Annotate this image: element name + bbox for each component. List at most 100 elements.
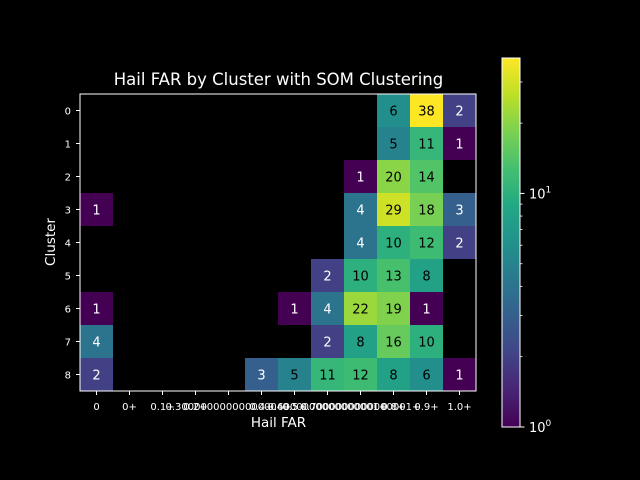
heatmap-cell	[344, 358, 377, 391]
x-tick-label: 0.4+	[249, 402, 273, 413]
cell-value-label: 6	[422, 369, 430, 384]
heatmap-cell	[410, 226, 443, 259]
cell-value-label: 12	[418, 237, 435, 252]
x-tick-label: 0.30000000000000004+	[165, 402, 291, 413]
heatmap-cell	[410, 160, 443, 193]
cell-value-label: 2	[455, 237, 463, 252]
cell-value-label: 6	[389, 105, 397, 120]
y-tick-label: 8	[65, 371, 71, 382]
chart-title: Hail FAR by Cluster with SOM Clustering	[114, 70, 443, 89]
heatmap-cell	[443, 226, 476, 259]
x-tick-label: 0.6000000000000001+	[268, 402, 388, 413]
y-tick-label: 0	[65, 107, 71, 118]
x-tick-label: 0.2+	[183, 402, 207, 413]
heatmap-cell	[377, 94, 410, 127]
heatmap-cell	[443, 358, 476, 391]
cell-value-label: 1	[290, 303, 298, 318]
heatmap-cell	[443, 193, 476, 226]
x-tick-label: 1.0+	[447, 402, 471, 413]
cell-value-label: 8	[356, 336, 364, 351]
cell-value-label: 10	[352, 270, 369, 285]
heatmap-cell	[410, 94, 443, 127]
x-tick-label: 0+	[122, 402, 137, 413]
colorbar: 100 101	[501, 57, 552, 436]
cell-value-label: 1	[455, 138, 463, 153]
cell-value-label: 1	[92, 204, 100, 219]
colorbar-frame	[501, 57, 521, 428]
cell-value-label: 4	[92, 336, 100, 351]
y-tick-label: 3	[65, 206, 71, 217]
x-tick-label: 0.7000000000000001+	[301, 402, 421, 413]
cell-value-label: 4	[356, 204, 364, 219]
cell-value-label: 1	[92, 303, 100, 318]
cell-value-label: 2	[455, 105, 463, 120]
cell-value-label: 20	[385, 171, 402, 186]
y-tick-label: 4	[65, 239, 71, 250]
y-tick-label: 6	[65, 305, 71, 316]
colorbar-gradient	[502, 58, 520, 427]
x-tick-label: 0.8+	[381, 402, 405, 413]
heatmap-cell	[377, 160, 410, 193]
x-axis: 0 0+ 0.1+ 0.2+0.30000000000000004+0.4+ 0.5+0…	[93, 391, 472, 413]
y-tick-label: 2	[65, 173, 71, 184]
x-tick-label: 0	[93, 402, 99, 413]
cell-value-label: 4	[323, 303, 331, 318]
cell-value-label: 3	[455, 204, 463, 219]
heatmap-cell	[278, 358, 311, 391]
y-tick-label: 5	[65, 272, 71, 283]
cell-value-label: 2	[323, 336, 331, 351]
y-tick-label: 7	[65, 338, 71, 349]
heatmap-cell	[80, 193, 113, 226]
heatmap-cell	[410, 325, 443, 358]
heatmap-cell	[80, 292, 113, 325]
cell-value-label: 18	[418, 204, 435, 219]
cell-value-label: 2	[92, 369, 100, 384]
colorbar-tick-label: 100	[529, 419, 552, 436]
heatmap-cell	[311, 358, 344, 391]
cell-value-label: 1	[455, 369, 463, 384]
plot-area: 6 38 25 11 11 20 141 4 29 18 34 10 12 22 10 13 81 1 4 22 19 1…	[79, 93, 477, 392]
cell-value-label: 3	[257, 369, 265, 384]
cell-value-label: 29	[385, 204, 402, 219]
y-tick-label: 1	[65, 140, 71, 151]
heatmap-cell	[410, 127, 443, 160]
heatmap-cell	[377, 292, 410, 325]
y-axis-label: Cluster	[43, 218, 59, 266]
cell-value-label: 11	[418, 138, 435, 153]
heatmap-cell	[377, 325, 410, 358]
cell-value-label: 1	[422, 303, 430, 318]
x-tick-label: 0.1+	[150, 402, 174, 413]
heatmap-cell	[311, 325, 344, 358]
colorbar-tick-label: 101	[529, 185, 551, 202]
heatmap-cell	[344, 160, 377, 193]
cell-value-label: 12	[352, 369, 369, 384]
cell-value-label: 38	[418, 105, 435, 120]
heatmap-cell	[410, 292, 443, 325]
heatmap-cell	[377, 226, 410, 259]
heatmap-cell	[344, 325, 377, 358]
cell-value-label: 8	[389, 369, 397, 384]
heatmap-cell	[245, 358, 278, 391]
heatmap-cell	[410, 193, 443, 226]
heatmap-cell	[278, 292, 311, 325]
cell-value-label: 8	[422, 270, 430, 285]
heatmap-cell	[377, 259, 410, 292]
heatmap-cell	[443, 94, 476, 127]
cell-value-label: 22	[352, 303, 369, 318]
heatmap-cell	[344, 259, 377, 292]
heatmap-cell	[344, 193, 377, 226]
cell-value-label: 5	[389, 138, 397, 153]
x-tick-label: 0.5+	[282, 402, 306, 413]
cell-value-label: 2	[323, 270, 331, 285]
cell-value-label: 19	[385, 303, 402, 318]
cell-value-label: 10	[418, 336, 435, 351]
heatmap-cell	[80, 358, 113, 391]
heatmap-cell	[344, 226, 377, 259]
cell-value-label: 10	[385, 237, 402, 252]
heatmap-cell	[344, 292, 377, 325]
cell-value-label: 1	[356, 171, 364, 186]
y-axis: 0 1 2 3 4 5 6 7 8	[65, 107, 80, 382]
heatmap-cell	[377, 193, 410, 226]
heatmap-cell	[443, 127, 476, 160]
cell-value-label: 5	[290, 369, 298, 384]
